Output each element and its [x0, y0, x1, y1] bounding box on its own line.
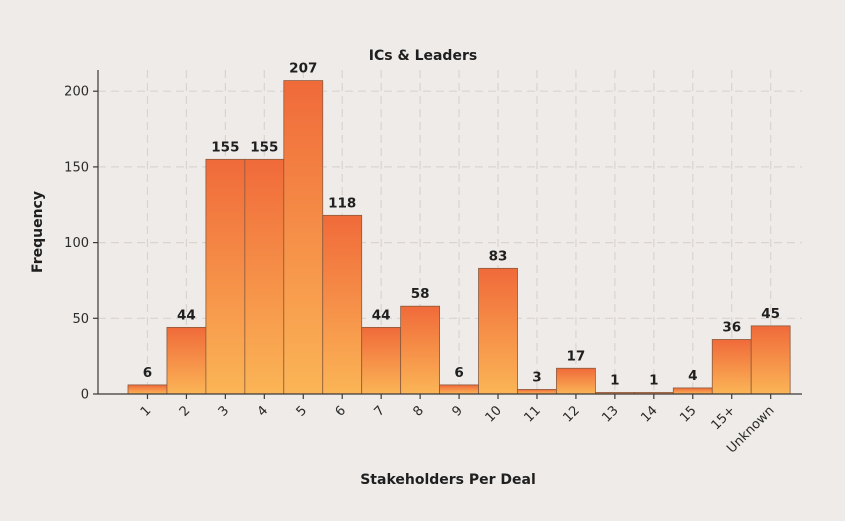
x-tick-label: 12	[560, 403, 582, 425]
bar-11	[517, 389, 557, 395]
x-tick-label: 13	[599, 403, 621, 425]
data-label-7: 44	[372, 307, 391, 323]
bar-7	[361, 326, 402, 395]
x-tick-label: 8	[410, 403, 426, 419]
y-tick-label: 50	[72, 312, 89, 327]
bar-12	[556, 367, 596, 395]
y-axis-label: Frequency	[30, 191, 46, 273]
data-label-8: 58	[411, 286, 430, 302]
bars-layer	[127, 80, 791, 395]
y-tick-label: 0	[81, 388, 89, 403]
data-label-2: 44	[177, 307, 196, 323]
bar-9	[439, 384, 479, 395]
bar-2	[166, 326, 207, 395]
data-label-4: 155	[250, 139, 278, 155]
bar-5	[283, 80, 324, 395]
x-tick-label: 14	[638, 403, 660, 425]
data-label-9: 6	[454, 365, 463, 381]
data-label-15: 4	[688, 368, 697, 384]
bar-10	[478, 267, 518, 395]
x-tick-label: 4	[255, 403, 271, 419]
x-tick-label: 10	[483, 403, 505, 425]
data-label-Unknown: 45	[761, 306, 780, 322]
y-tick-label: 200	[64, 85, 89, 100]
data-label-13: 1	[610, 372, 619, 388]
x-tick-label: 6	[333, 403, 349, 419]
x-tick-label: 11	[521, 403, 543, 425]
x-tick-label: 2	[177, 403, 193, 419]
x-tick-label: 15+	[709, 403, 739, 433]
bar-8	[400, 305, 440, 395]
labels-layer: 0501001502006144215531554207511864475886…	[64, 61, 780, 457]
data-label-12: 17	[567, 348, 586, 364]
data-label-3: 155	[211, 139, 239, 155]
bar-1	[127, 384, 168, 395]
x-tick-label: 5	[294, 403, 310, 419]
data-label-6: 118	[328, 195, 356, 211]
data-label-1: 6	[143, 365, 152, 381]
x-tick-label: 7	[372, 403, 388, 419]
axes-layer	[93, 70, 802, 399]
bar-6	[322, 214, 363, 395]
data-label-14: 1	[649, 372, 658, 388]
bar-Unknown	[750, 325, 791, 395]
bar-15+	[711, 339, 752, 395]
y-tick-label: 150	[64, 160, 89, 175]
y-tick-label: 100	[64, 236, 89, 251]
data-label-11: 3	[532, 369, 541, 385]
data-label-15+: 36	[722, 319, 741, 335]
x-axis-label: Stakeholders Per Deal	[360, 472, 536, 488]
data-label-10: 83	[489, 248, 508, 264]
bar-3	[205, 158, 246, 395]
x-tick-label: 9	[449, 403, 465, 419]
x-tick-label: 1	[138, 403, 154, 419]
chart-title: ICs & Leaders	[369, 48, 477, 64]
bar-15	[672, 387, 713, 395]
x-tick-label: 15	[677, 403, 699, 425]
data-label-5: 207	[289, 61, 317, 77]
x-tick-label: 3	[216, 403, 232, 419]
bar-4	[244, 158, 285, 395]
